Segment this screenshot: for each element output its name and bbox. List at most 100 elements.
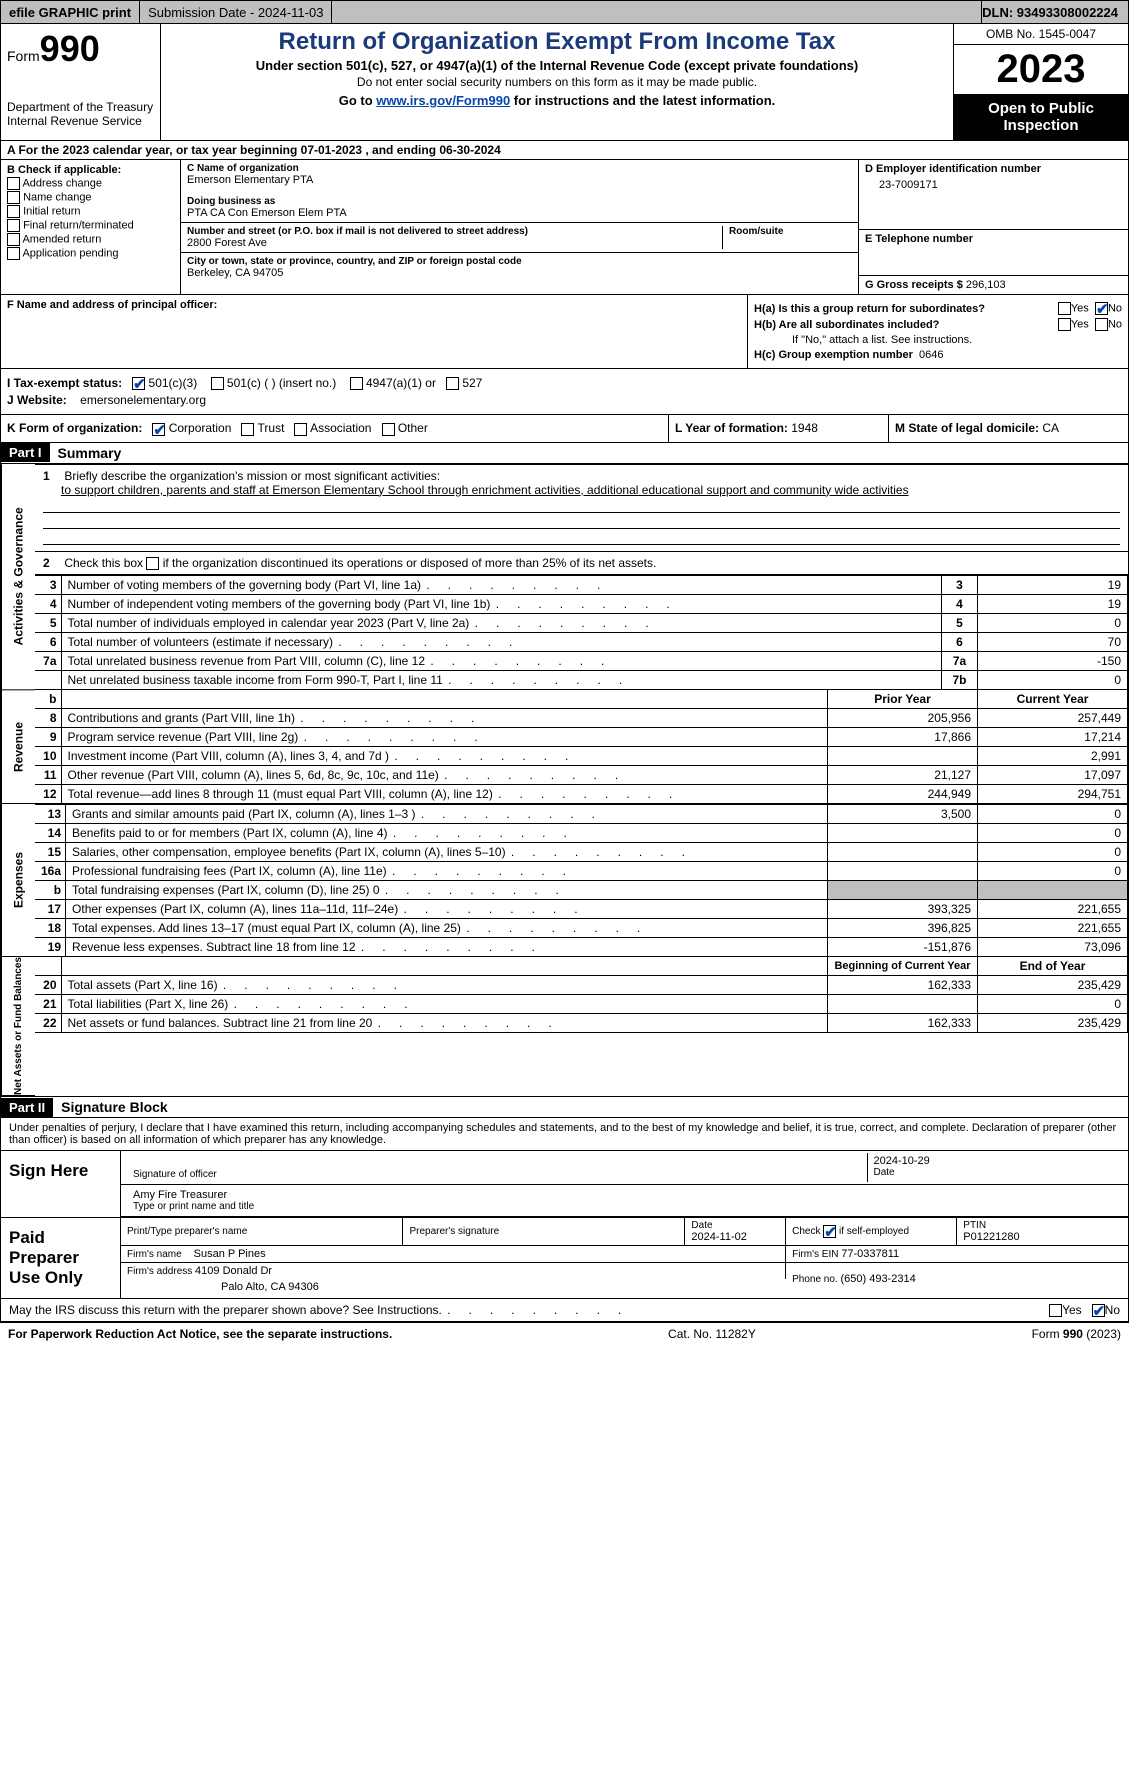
efile-graphic-print[interactable]: efile GRAPHIC print	[1, 1, 140, 23]
row-k-l-m: K Form of organization: Corporation Trus…	[0, 415, 1129, 442]
table-row: 13Grants and similar amounts paid (Part …	[35, 804, 1128, 823]
sig-date: 2024-10-29	[874, 1155, 1117, 1167]
tel-label: E Telephone number	[865, 233, 1122, 245]
form-title: Return of Organization Exempt From Incom…	[169, 28, 945, 56]
page-footer: For Paperwork Reduction Act Notice, see …	[0, 1322, 1129, 1345]
ein: 23-7009171	[865, 175, 1122, 191]
row-i-j: I Tax-exempt status: 501(c)(3) 501(c) ( …	[0, 369, 1129, 415]
dept-treasury: Department of the Treasury	[7, 100, 154, 114]
governance-table: 3Number of voting members of the governi…	[35, 575, 1128, 690]
irs-label: Internal Revenue Service	[7, 114, 154, 128]
table-row: 9Program service revenue (Part VIII, lin…	[35, 727, 1128, 746]
part-i-bar: Part I	[1, 443, 50, 462]
dba-label: Doing business as	[187, 196, 852, 207]
discuss-no[interactable]	[1092, 1304, 1105, 1317]
table-row: 21Total liabilities (Part X, line 26)0	[35, 994, 1128, 1013]
topbar: efile GRAPHIC print Submission Date - 20…	[0, 0, 1129, 24]
paid-preparer-label: Paid Preparer Use Only	[1, 1218, 121, 1298]
mission-text: to support children, parents and staff a…	[43, 483, 909, 497]
ein-label: D Employer identification number	[865, 163, 1122, 175]
table-row: 8Contributions and grants (Part VIII, li…	[35, 708, 1128, 727]
check-self-employed[interactable]	[823, 1225, 836, 1238]
section-governance: Activities & Governance 1 Briefly descri…	[0, 464, 1129, 690]
name-title-label: Type or print name and title	[133, 1201, 1116, 1212]
sign-here-label: Sign Here	[1, 1151, 121, 1217]
form-footer-label: Form 990 (2023)	[1032, 1327, 1121, 1341]
table-row: 5Total number of individuals employed in…	[35, 613, 1128, 632]
identity-block: B Check if applicable: Address change Na…	[0, 160, 1129, 295]
check-501c3[interactable]	[132, 377, 145, 390]
check-name-change[interactable]: Name change	[7, 191, 174, 204]
gross-receipts: 296,103	[966, 279, 1006, 291]
table-row: 11Other revenue (Part VIII, column (A), …	[35, 765, 1128, 784]
year-formation: L Year of formation: 1948	[668, 415, 888, 441]
org-name-label: C Name of organization	[187, 163, 852, 174]
table-row: 16aProfessional fundraising fees (Part I…	[35, 861, 1128, 880]
vlabel-netassets: Net Assets or Fund Balances	[1, 957, 35, 1096]
check-4947a1[interactable]	[350, 377, 363, 390]
gross-label: G Gross receipts $	[865, 279, 963, 291]
sig-date-label: Date	[874, 1167, 1117, 1178]
part-i-header: Part I Summary	[0, 443, 1129, 464]
website: emersonelementary.org	[80, 393, 206, 407]
check-initial-return[interactable]: Initial return	[7, 205, 174, 218]
check-final-return[interactable]: Final return/terminated	[7, 219, 174, 232]
cat-no: Cat. No. 11282Y	[668, 1327, 756, 1341]
check-application-pending[interactable]: Application pending	[7, 247, 174, 260]
check-amended-return[interactable]: Amended return	[7, 233, 174, 246]
section-netassets: Net Assets or Fund Balances Beginning of…	[0, 957, 1129, 1097]
check-501c[interactable]	[211, 377, 224, 390]
city-label: City or town, state or province, country…	[187, 256, 852, 267]
sig-officer-label: Signature of officer	[133, 1169, 861, 1180]
hc-group-exemption: H(c) Group exemption number 0646	[754, 349, 1122, 361]
check-corporation[interactable]	[152, 423, 165, 436]
netassets-header-row: Beginning of Current Year End of Year	[35, 957, 1128, 976]
table-row: 14Benefits paid to or for members (Part …	[35, 823, 1128, 842]
hb-note: If "No," attach a list. See instructions…	[754, 334, 1122, 346]
paid-preparer-table: Print/Type preparer's name Preparer's si…	[121, 1218, 1128, 1295]
check-other[interactable]	[382, 423, 395, 436]
discuss-yes[interactable]	[1049, 1304, 1062, 1317]
officer-name-title: Amy Fire Treasurer	[133, 1189, 1116, 1201]
revenue-header-row: b Prior Year Current Year	[35, 690, 1128, 709]
irs-link[interactable]: www.irs.gov/Form990	[376, 93, 510, 108]
check-address-change[interactable]: Address change	[7, 177, 174, 190]
table-row: 6Total number of volunteers (estimate if…	[35, 632, 1128, 651]
tax-exempt-status: I Tax-exempt status: 501(c)(3) 501(c) ( …	[7, 376, 1122, 390]
netassets-table: Beginning of Current Year End of Year 20…	[35, 957, 1128, 1033]
check-discontinued[interactable]	[146, 557, 159, 570]
table-row: 18Total expenses. Add lines 13–17 (must …	[35, 918, 1128, 937]
part-ii-header: Part II Signature Block	[0, 1097, 1129, 1118]
part-i-title: Summary	[50, 443, 130, 463]
discuss-preparer: May the IRS discuss this return with the…	[0, 1299, 1129, 1322]
table-row: 15Salaries, other compensation, employee…	[35, 842, 1128, 861]
form-ssn-note: Do not enter social security numbers on …	[169, 75, 945, 89]
paperwork-notice: For Paperwork Reduction Act Notice, see …	[8, 1327, 392, 1341]
table-row: 4Number of independent voting members of…	[35, 594, 1128, 613]
website-row: J Website: emersonelementary.org	[7, 393, 1122, 407]
colB-header: B Check if applicable:	[7, 164, 174, 176]
part-ii-title: Signature Block	[53, 1097, 176, 1117]
table-row: 10Investment income (Part VIII, column (…	[35, 746, 1128, 765]
form-subtitle: Under section 501(c), 527, or 4947(a)(1)…	[169, 58, 945, 73]
check-trust[interactable]	[241, 423, 254, 436]
revenue-table: b Prior Year Current Year 8Contributions…	[35, 690, 1128, 804]
ha-group-return: H(a) Is this a group return for subordin…	[754, 302, 1122, 315]
street-label: Number and street (or P.O. box if mail i…	[187, 226, 722, 237]
table-row: 19Revenue less expenses. Subtract line 1…	[35, 937, 1128, 956]
room-label: Room/suite	[729, 226, 852, 237]
dln: DLN: 93493308002224	[982, 5, 1128, 20]
table-row: 7aTotal unrelated business revenue from …	[35, 651, 1128, 670]
tax-year: 2023	[954, 45, 1128, 94]
check-association[interactable]	[294, 423, 307, 436]
table-row: 20Total assets (Part X, line 16)162,3332…	[35, 975, 1128, 994]
row-f-h: F Name and address of principal officer:…	[0, 295, 1129, 369]
table-row: 12Total revenue—add lines 8 through 11 (…	[35, 784, 1128, 803]
mission-block: 1 Briefly describe the organization's mi…	[35, 464, 1128, 552]
instructions-link-line: Go to www.irs.gov/Form990 for instructio…	[169, 93, 945, 108]
table-row: bTotal fundraising expenses (Part IX, co…	[35, 880, 1128, 899]
vlabel-governance: Activities & Governance	[1, 464, 35, 690]
form-header: Form990 Department of the Treasury Inter…	[0, 24, 1129, 141]
check-527[interactable]	[446, 377, 459, 390]
signature-block: Under penalties of perjury, I declare th…	[0, 1118, 1129, 1299]
